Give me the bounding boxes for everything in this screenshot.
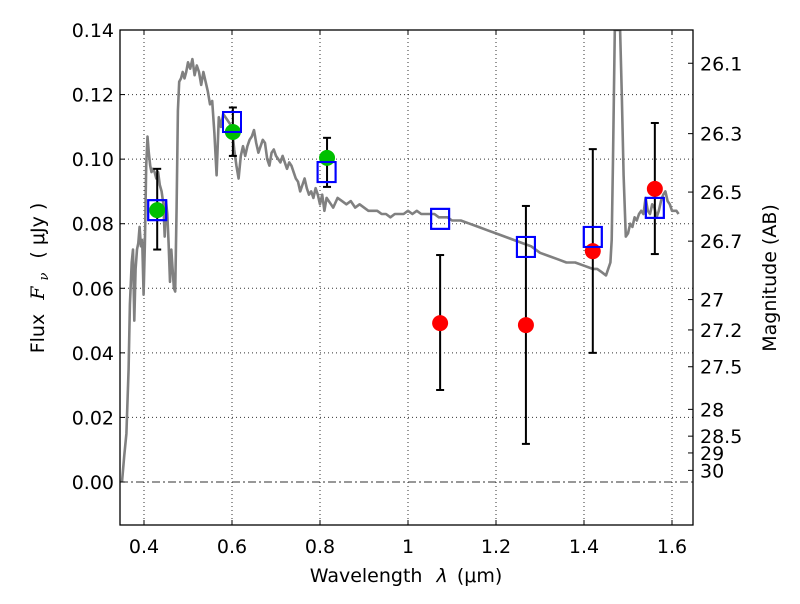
y2-tick-label: 28.5 (700, 426, 742, 448)
y-tick-label: 0.14 (72, 20, 114, 42)
y2-tick-label: 26.1 (700, 53, 742, 75)
x-tick-label: 1.6 (657, 536, 687, 558)
y-axis-label-unit: ( μJy ) (27, 203, 49, 259)
y2-tick-label: 28 (700, 399, 724, 421)
x-tick-label: 0.8 (305, 536, 335, 558)
model-photometry-square-outline (644, 196, 665, 219)
model-photometry-square-outline (430, 207, 451, 230)
x-tick-label: 1.2 (481, 536, 511, 558)
model-photometry-square-outline (316, 161, 337, 184)
detection-point (149, 202, 166, 219)
model-photometry-square-outline (582, 225, 603, 248)
x-axis-label-unit: (μm) (457, 565, 502, 587)
y-tick-label: 0.02 (72, 407, 114, 429)
model-photometry-square-outline (147, 199, 168, 222)
y-axis-ticks: 0.00 0.02 0.04 0.06 0.08 0.10 0.12 0.14 (72, 20, 125, 494)
x-tick-label: 1 (402, 536, 414, 558)
model-photometry-square-outline (222, 111, 242, 134)
y2-tick-label: 26.7 (700, 231, 742, 253)
y-tick-label: 0.04 (72, 343, 114, 365)
y-tick-label: 0.10 (72, 149, 114, 171)
plot-frame (119, 29, 694, 526)
y2-axis-label: Magnitude (AB) (759, 204, 781, 352)
y2-tick-label: 27 (700, 290, 724, 312)
y-tick-label: 0.08 (72, 214, 114, 236)
x-axis-label-text: Wavelength (310, 565, 423, 587)
y-axis-label-text: Flux (27, 314, 49, 354)
x-tick-label: 0.4 (129, 536, 159, 558)
model-spectrum (120, 30, 680, 483)
y2-tick-label: 27.5 (700, 357, 742, 379)
y-axis-label: Flux F ν ( μJy ) (27, 203, 53, 354)
grid-lines (120, 29, 693, 525)
non-detection-point (432, 315, 449, 332)
x-axis-label: Wavelength λ (μm) (310, 565, 502, 587)
y-axis-label-symbol: F (27, 286, 49, 301)
non-detection-point (646, 180, 663, 197)
y-tick-label: 0.06 (72, 278, 114, 300)
y2-tick-label: 26.3 (700, 124, 742, 146)
y2-tick-label: 27.2 (700, 320, 742, 342)
x-tick-label: 1.4 (569, 536, 599, 558)
y2-tick-label: 26.5 (700, 182, 742, 204)
y-tick-label: 0.12 (72, 85, 114, 107)
y-tick-label: 0.00 (72, 472, 114, 494)
x-tick-label: 0.6 (217, 536, 247, 558)
detection-point (319, 149, 336, 166)
y2-tick-label: 30 (700, 460, 724, 482)
y2-tick-label: 29 (700, 443, 724, 465)
non-detection-point (584, 243, 601, 260)
model-photometry-square-outline (515, 235, 536, 258)
non-detection-point (517, 317, 534, 334)
data-markers (147, 111, 665, 334)
y-axis-label-subscript: ν (37, 273, 52, 281)
x-axis-label-symbol: λ (436, 565, 448, 587)
spectrum-line (120, 30, 680, 483)
x-axis-ticks: 0.4 0.6 0.8 1 1.2 1.4 1.6 (129, 30, 687, 558)
